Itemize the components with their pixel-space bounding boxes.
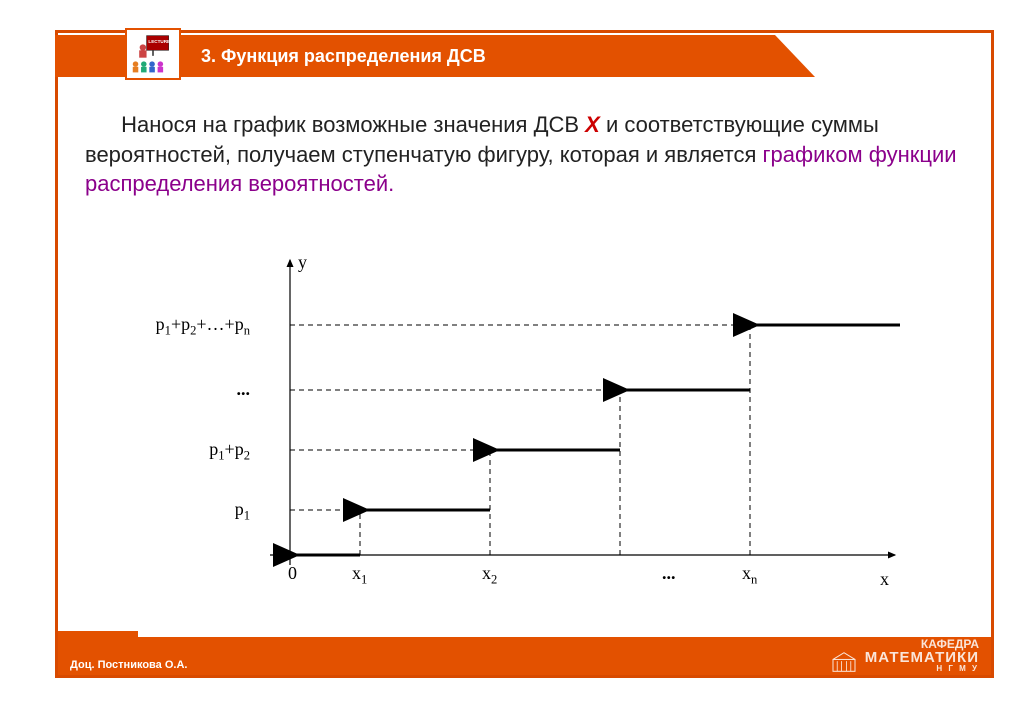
header-bar: LECTURES 3. Функция распределения ДСВ [55, 35, 775, 77]
title-text: Функция распределения ДСВ [221, 46, 486, 66]
origin-label: 0 [288, 563, 297, 584]
dept-line3: Н Г М У [865, 665, 979, 673]
author-text: Доц. Постникова О.А. [70, 659, 187, 671]
body-text: Нанося на график возможные значения ДСВ … [85, 110, 969, 199]
y-axis-label: y [298, 252, 307, 273]
dept-line2: МАТЕМАТИКИ [865, 650, 979, 665]
header-title: 3. Функция распределения ДСВ [201, 46, 486, 67]
x-axis-label: x [880, 569, 889, 590]
department-block: КАФЕДРА МАТЕМАТИКИ Н Г М У [831, 638, 979, 673]
x-tick-label: x1 [352, 563, 367, 588]
x-symbol: X [585, 112, 600, 137]
y-tick-label: p1+p2+…+pn [156, 314, 250, 339]
x-tick-label: ... [662, 563, 676, 584]
building-icon [831, 651, 857, 673]
y-tick-label: ... [237, 379, 251, 400]
y-tick-label: p1+p2 [209, 439, 250, 464]
cdf-chart: p1 p1+p2... p1+p2+…+pn x1 x2... xn y x 0 [120, 250, 900, 620]
y-axis-labels: p1 p1+p2... p1+p2+…+pn [120, 250, 250, 620]
footer-bar: Доц. Постникова О.А. КАФЕДРА МАТЕМАТИКИ … [58, 637, 991, 675]
svg-text:LECTURES: LECTURES [148, 38, 173, 43]
x-tick-label: xn [742, 563, 757, 588]
y-tick-label: p1 [235, 499, 250, 524]
section-number: 3. [201, 46, 216, 66]
x-tick-label: x2 [482, 563, 497, 588]
department-text: КАФЕДРА МАТЕМАТИКИ Н Г М У [865, 638, 979, 673]
text-prefix: Нанося на график возможные значения ДСВ [121, 112, 585, 137]
lectures-icon: LECTURES [125, 28, 181, 80]
